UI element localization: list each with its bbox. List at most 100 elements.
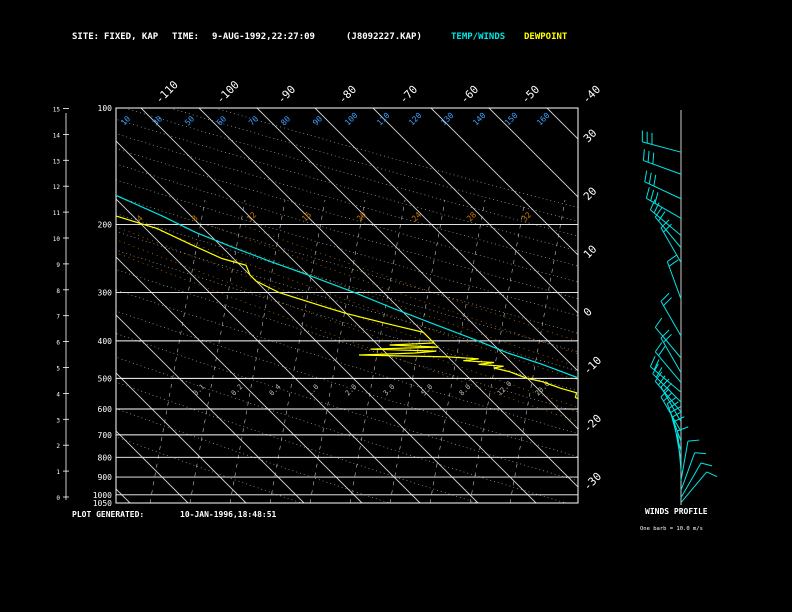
moist-adiabat-line bbox=[116, 226, 578, 394]
height-tick-label: 12 bbox=[53, 184, 61, 191]
wind-barb-staff bbox=[680, 471, 708, 503]
wind-barb-flag bbox=[706, 471, 718, 478]
dry-adiabat-label: 30 bbox=[151, 114, 164, 127]
sounding-series bbox=[116, 194, 578, 400]
wind-barb-flag bbox=[668, 401, 679, 409]
wind-barb-flag bbox=[660, 388, 670, 398]
temp-tick-label-top: -50 bbox=[519, 83, 542, 106]
temp-tick-label-top: -40 bbox=[580, 83, 603, 106]
wind-barb-flag bbox=[677, 426, 689, 432]
file-name: (J8092227.KAP) bbox=[346, 32, 422, 42]
wind-barb-flag bbox=[694, 452, 707, 455]
dry-adiabat-line bbox=[214, 108, 578, 208]
dry-adiabat-label: 120 bbox=[407, 111, 424, 128]
wind-barb-flag bbox=[654, 342, 663, 353]
mixing-ratio-label: 5.0 bbox=[420, 383, 435, 398]
dry-adiabat-label: 160 bbox=[535, 111, 552, 128]
wind-barb-staff bbox=[654, 216, 682, 249]
mixing-ratio-label: 20.0 bbox=[534, 380, 552, 398]
pressure-tick-label: 300 bbox=[98, 289, 113, 298]
mixing-ratio-line bbox=[269, 199, 326, 503]
wind-barb-staff bbox=[643, 160, 682, 175]
wind-barb-flag bbox=[660, 292, 670, 302]
wind-profile: WINDS PROFILE One barb = 10.0 m/s bbox=[640, 110, 718, 532]
legend-dewpoint: DEWPOINT bbox=[524, 32, 568, 42]
wind-barb-staff bbox=[644, 181, 682, 200]
dry-adiabat-line bbox=[116, 356, 566, 503]
wind-barb-flag bbox=[660, 329, 670, 339]
wind-barb-staff bbox=[680, 452, 696, 491]
wind-barb-staff bbox=[680, 441, 689, 481]
mixing-ratio-label: 1.0 bbox=[306, 383, 321, 398]
pressure-tick-label: 700 bbox=[98, 431, 113, 440]
isotherm-lines bbox=[0, 108, 578, 503]
height-tick-label: 0 bbox=[56, 495, 60, 502]
isotherm-line bbox=[256, 108, 578, 430]
wind-barb-flag bbox=[654, 192, 659, 204]
temp-tick-label-top: -80 bbox=[336, 83, 359, 106]
height-tick-label: 4 bbox=[56, 391, 60, 398]
moist-adiabat-label: 16 bbox=[300, 210, 313, 223]
moist-adiabat-label: 32 bbox=[520, 210, 533, 223]
plot-generated-value: 10-JAN-1996,18:48:51 bbox=[180, 510, 277, 519]
pressure-tick-label: 900 bbox=[98, 473, 113, 482]
dry-adiabat-line bbox=[116, 381, 478, 503]
dry-adiabat-label: 50 bbox=[183, 114, 196, 127]
height-tick-label: 11 bbox=[53, 210, 61, 217]
plot-frame bbox=[63, 107, 579, 504]
wind-barb-flag bbox=[660, 378, 670, 388]
temp-tick-label-right: -20 bbox=[581, 412, 604, 435]
height-tick-label: 7 bbox=[56, 314, 60, 321]
site-label: SITE: bbox=[72, 32, 100, 42]
dry-adiabat-label: 110 bbox=[375, 111, 392, 128]
plot-generated-label: PLOT GENERATED: bbox=[72, 510, 145, 519]
pressure-tick-label: 1050 bbox=[93, 499, 112, 508]
wind-barb-flag bbox=[673, 416, 685, 422]
mixing-ratio-line bbox=[429, 199, 486, 503]
height-tick-label: 3 bbox=[56, 417, 60, 424]
height-tick-label: 2 bbox=[56, 443, 60, 450]
wind-barb-flag bbox=[658, 211, 666, 222]
isotherm-line bbox=[140, 108, 537, 503]
mixing-ratio-line bbox=[349, 199, 406, 503]
wind-barb-flag bbox=[647, 150, 650, 163]
height-tick-label: 8 bbox=[56, 288, 60, 295]
wind-barb-flag bbox=[660, 219, 670, 229]
wind-barb-flag bbox=[650, 189, 655, 201]
isotherm-line bbox=[116, 430, 189, 503]
isotherm-line bbox=[116, 372, 247, 503]
mixing-ratio-line bbox=[309, 199, 366, 503]
mixing-ratio-label: 12.0 bbox=[496, 380, 514, 398]
moist-adiabat-label: 12 bbox=[245, 210, 258, 223]
mixing-ratio-label: 8.0 bbox=[458, 383, 473, 398]
isotherm-line bbox=[116, 314, 305, 503]
pressure-tick-label: 500 bbox=[98, 374, 113, 383]
isotherm-line bbox=[488, 108, 578, 198]
height-tick-label: 1 bbox=[56, 469, 60, 476]
height-tick-label: 9 bbox=[56, 262, 60, 269]
moist-adiabat-label: 20 bbox=[355, 210, 368, 223]
height-tick-label: 10 bbox=[53, 236, 61, 243]
isotherm-line bbox=[116, 256, 363, 503]
temp-tick-label-top: -60 bbox=[458, 83, 481, 106]
isotherm-line bbox=[116, 488, 131, 503]
height-tick-label: 6 bbox=[56, 340, 60, 347]
wind-barb-flag bbox=[653, 359, 660, 371]
winds-profile-note: One barb = 10.0 m/s bbox=[640, 526, 703, 532]
isotherm-line bbox=[0, 108, 14, 503]
temp-tick-label-right: 10 bbox=[581, 243, 600, 262]
isotherm-line bbox=[546, 108, 578, 140]
temperature-line bbox=[116, 194, 578, 379]
temp-tick-label-right: 30 bbox=[581, 127, 600, 146]
mixing-ratio-line bbox=[509, 199, 566, 503]
dry-adiabat-label: 80 bbox=[279, 114, 292, 127]
moist-adiabat-label: 8 bbox=[190, 214, 200, 224]
adiabat-lines bbox=[116, 108, 578, 503]
dry-adiabat-line bbox=[116, 196, 578, 334]
isotherm-line bbox=[198, 108, 578, 488]
dry-adiabat-line bbox=[124, 108, 578, 237]
temp-tick-label-right: 20 bbox=[581, 185, 600, 204]
wind-barb-staff bbox=[646, 197, 682, 219]
wind-barb-staff bbox=[642, 141, 682, 153]
